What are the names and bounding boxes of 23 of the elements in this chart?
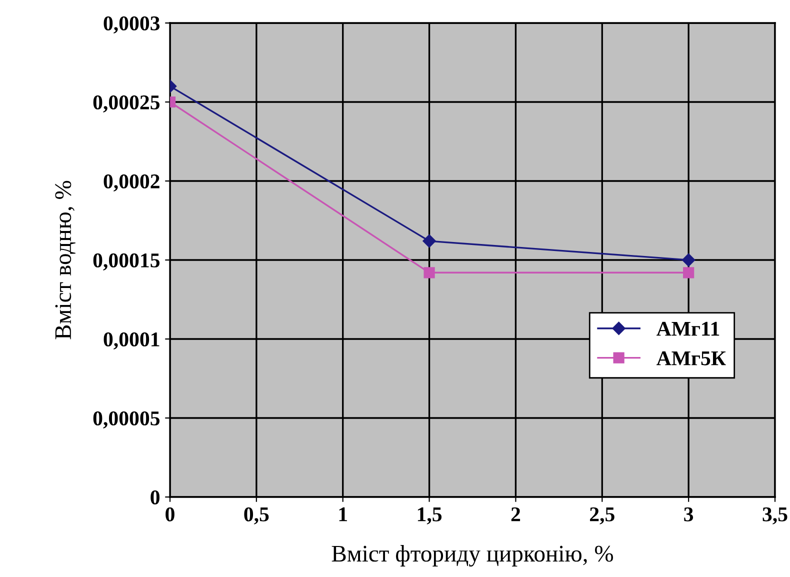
y-axis-title: Вміст водню, %	[55, 180, 76, 340]
point	[422, 234, 436, 248]
y-tick-label: 0,0003	[104, 16, 160, 34]
y-tick-label: 0	[150, 490, 160, 504]
y-tick-label: 0,00005	[93, 411, 160, 428]
y-tick-label: 0,00015	[93, 253, 160, 270]
x-tick-label: 1,5	[418, 507, 442, 524]
x-tick-label: 0,5	[244, 507, 269, 524]
x-tick-label: 1	[339, 507, 347, 522]
legend-label: АМг5К	[656, 351, 726, 366]
point	[424, 267, 435, 278]
y-tick-label: 0,00025	[93, 95, 160, 112]
legend-label: АМг11	[656, 322, 720, 336]
y-tick-label: 0,0002	[104, 174, 160, 192]
x-tick-label: 0	[166, 507, 174, 522]
point	[682, 253, 696, 267]
x-tick-label: 2,5	[590, 507, 614, 524]
x-tick-label: 3,5	[762, 507, 788, 524]
x-tick-label: 3	[684, 507, 694, 522]
x-axis-title: Вміст фториду цирконію, %	[332, 545, 614, 567]
x-tick-label: 2	[511, 507, 520, 522]
y-tick-label: 0,0001	[104, 332, 160, 350]
point	[683, 267, 694, 278]
